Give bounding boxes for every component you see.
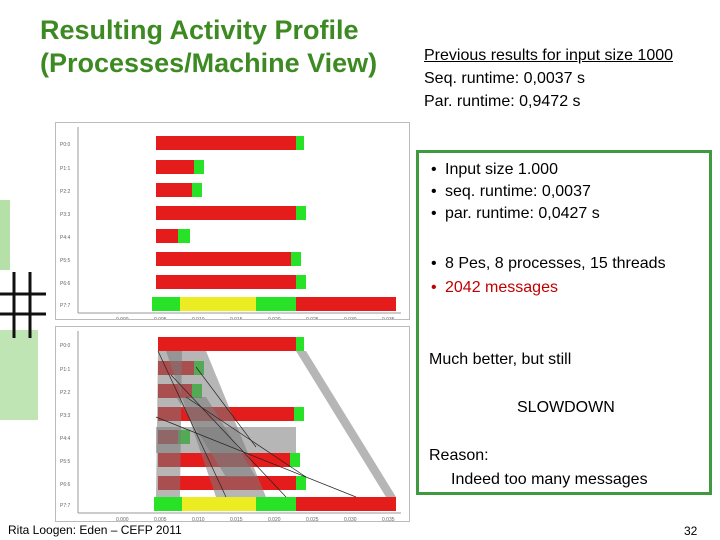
- row-label: P2:2: [60, 189, 71, 195]
- tick-label: 0.015: [230, 317, 243, 319]
- activity-bar: [296, 275, 306, 289]
- activity-bar: [178, 229, 190, 243]
- row-label: P0:0: [60, 343, 71, 349]
- tick-label: 0.010: [192, 517, 205, 521]
- activity-bar: [192, 183, 202, 197]
- bullet-text: par. runtime: 0,0427 s: [445, 205, 600, 222]
- bullet-text: seq. runtime: 0,0037: [445, 183, 591, 200]
- activity-bar: [296, 476, 306, 490]
- activity-bar: [291, 252, 301, 266]
- side-green-block-top: [0, 200, 10, 270]
- row-label: P5:5: [60, 459, 71, 465]
- tick-label: 0.020: [268, 317, 281, 319]
- activity-bar: [156, 183, 192, 197]
- activity-chart-bottom: P0:0 P1:1 P2:2 P3:3 P4:4 P5:5 P6:6 P7:7 0.000 0.0…: [55, 326, 433, 523]
- activity-chart-top: P0:0 P1:1 P2:2 P3:3 P4:4 P5:5 P6:6 P7:7 0.000 0.0…: [55, 122, 433, 323]
- activity-bar: [256, 297, 296, 311]
- side-green-block-bottom: [0, 330, 38, 420]
- footer-author: Rita Loogen: Eden – CEFP 2011: [8, 523, 182, 537]
- bullet-text: 8 Pes, 8 processes, 15 threads: [445, 255, 666, 272]
- title-line-2: (Processes/Machine View): [40, 48, 378, 78]
- reason-label: Reason:: [429, 447, 489, 464]
- activity-bar: [156, 160, 194, 174]
- activity-bar: [296, 497, 396, 511]
- bullet-par-runtime: • par. runtime: 0,0427 s: [431, 205, 600, 222]
- activity-bar: [156, 229, 178, 243]
- activity-bar: [156, 275, 296, 289]
- row-label: P1:1: [60, 367, 71, 373]
- activity-bar: [296, 136, 304, 150]
- reason-detail: Indeed too many messages: [451, 471, 648, 488]
- row-label: P4:4: [60, 235, 71, 241]
- row-label: P4:4: [60, 436, 71, 442]
- page-title: Resulting Activity Profile (Processes/Ma…: [40, 14, 400, 80]
- message-band: [156, 351, 182, 497]
- row-label: P0:0: [60, 142, 71, 148]
- results-box: • Input size 1.000 • seq. runtime: 0,0037 …: [416, 150, 712, 495]
- tick-label: 0.030: [344, 317, 357, 319]
- tick-label: 0.005: [154, 317, 167, 319]
- previous-seq-runtime: Seq. runtime: 0,0037 s: [424, 70, 585, 87]
- message-line: [195, 366, 257, 448]
- row-label: P7:7: [60, 503, 71, 509]
- bullet-pes-processes: • 8 Pes, 8 processes, 15 threads: [431, 255, 666, 272]
- much-better-text: Much better, but still: [429, 351, 572, 368]
- tick-label: 0.020: [268, 517, 281, 521]
- message-band: [156, 427, 296, 453]
- activity-chart-bottom-svg: P0:0 P1:1 P2:2 P3:3 P4:4 P5:5 P6:6 P7:7 0.000 0.0…: [60, 331, 433, 523]
- tick-label: 0.005: [154, 517, 167, 521]
- activity-bar: [194, 160, 204, 174]
- tick-label: 0.000: [116, 317, 129, 319]
- message-line: [170, 374, 287, 498]
- activity-chart-top-svg: P0:0 P1:1 P2:2 P3:3 P4:4 P5:5 P6:6 P7:7 0.000 0.0…: [60, 127, 433, 323]
- previous-results: Previous results for input size 1000 Seq…: [424, 44, 673, 113]
- activity-bar: [152, 297, 180, 311]
- tick-label: 0.025: [306, 317, 319, 319]
- bullet-text-red: 2042 messages: [445, 279, 558, 296]
- row-label: P5:5: [60, 258, 71, 264]
- row-label: P3:3: [60, 212, 71, 218]
- activity-bar: [294, 407, 304, 421]
- tick-label: 0.035: [382, 317, 395, 319]
- title-line-1: Resulting Activity Profile: [40, 15, 359, 45]
- tick-label: 0.035: [382, 517, 395, 521]
- activity-bar: [154, 497, 182, 511]
- activity-bar: [156, 206, 296, 220]
- activity-bar: [156, 252, 291, 266]
- bullet-text: Input size 1.000: [445, 161, 558, 178]
- tick-label: 0.000: [116, 517, 129, 521]
- activity-bar: [158, 337, 296, 351]
- activity-bar: [296, 206, 306, 220]
- tick-label: 0.025: [306, 517, 319, 521]
- hash-decoration: [0, 272, 46, 338]
- activity-bar: [296, 297, 396, 311]
- bullet-input-size: • Input size 1.000: [431, 161, 558, 178]
- message-line: [185, 396, 307, 478]
- row-label: P6:6: [60, 482, 71, 488]
- row-label: P7:7: [60, 303, 71, 309]
- activity-bar: [290, 453, 300, 467]
- activity-bar: [256, 497, 296, 511]
- row-label: P3:3: [60, 413, 71, 419]
- activity-bar: [182, 497, 256, 511]
- tick-label: 0.030: [344, 517, 357, 521]
- message-line: [157, 350, 227, 498]
- message-band: [296, 351, 396, 497]
- message-line: [155, 416, 357, 498]
- tick-label: 0.015: [230, 517, 243, 521]
- row-label: P1:1: [60, 166, 71, 172]
- slowdown-text: SLOWDOWN: [517, 399, 615, 416]
- activity-bar: [180, 297, 256, 311]
- previous-results-heading: Previous results for input size 1000: [424, 47, 674, 64]
- activity-bar: [156, 136, 296, 150]
- row-label: P2:2: [60, 390, 71, 396]
- bullet-messages: • 2042 messages: [431, 279, 558, 296]
- previous-par-runtime: Par. runtime: 0,9472 s: [424, 93, 581, 110]
- row-label: P6:6: [60, 281, 71, 287]
- tick-label: 0.010: [192, 317, 205, 319]
- bullet-seq-runtime: • seq. runtime: 0,0037: [431, 183, 591, 200]
- activity-bar: [296, 337, 304, 351]
- page-number: 32: [684, 524, 698, 538]
